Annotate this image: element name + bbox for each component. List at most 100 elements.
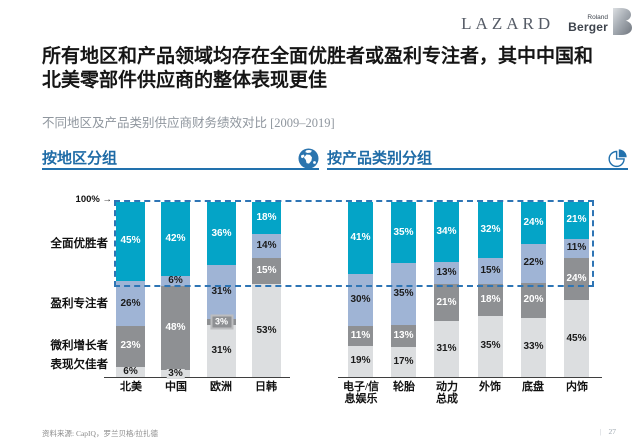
bar-segment: 48% <box>161 286 190 370</box>
bar-segment: 22% <box>521 244 546 283</box>
row-label-underperform: 表现欠佳者 <box>50 359 109 371</box>
product-category-labels: 电子/信 息娱乐 轮胎 动力 总成 外饰 底盘 内饰 <box>343 381 590 411</box>
category-label: 北美 <box>120 381 142 393</box>
bar-segment: 11% <box>348 326 373 346</box>
segment-value-label: 17% <box>393 356 414 368</box>
segment-value-label: 3% <box>166 367 185 379</box>
category-label: 外饰 <box>479 381 501 393</box>
product-axis-line <box>338 377 602 378</box>
roland-label: Roland <box>587 13 608 21</box>
stacked-bar: 18% 14% 15% 53% <box>252 202 281 377</box>
axis-100-label: 100% → <box>75 194 113 205</box>
region-axis-line <box>104 377 290 378</box>
title-line-2: 北美零部件供应商的整体表现更佳 <box>42 70 328 91</box>
category-label: 电子/信 息娱乐 <box>342 381 380 405</box>
footer-source: 资料来源: CapIQ，罗兰贝格/拉扎德 <box>42 429 159 438</box>
page-subtitle: 不同地区及产品类别供应商财务绩效对比 [2009–2019] <box>42 116 335 130</box>
segment-value-label: 36% <box>211 227 232 239</box>
roland-berger-wordmark: Roland Berger <box>568 13 608 33</box>
stacked-bar: 21% 11% 24% 45% <box>564 202 589 377</box>
page-title: 所有地区和产品领域均存在全面优胜者或盈利专注者，其中中国和 北美零部件供应商的整… <box>42 45 622 93</box>
pie-chart-icon <box>607 148 628 169</box>
segment-value-label: 32% <box>480 224 501 235</box>
stacked-bar: 41% 30% 11% 19% <box>348 202 373 377</box>
row-label-winner: 全面优胜者 <box>50 238 109 250</box>
bar-segment: 11% <box>564 238 589 259</box>
segment-value-label: 3% <box>209 314 234 330</box>
page-number-value: 27 <box>608 427 617 436</box>
bar-segment: 3% <box>207 314 236 330</box>
segment-value-label: 26% <box>120 297 141 309</box>
bar-segment: 20% <box>521 282 546 318</box>
category-label: 底盘 <box>522 381 544 393</box>
segment-value-label: 6% <box>123 365 138 377</box>
segment-value-label: 35% <box>480 340 501 352</box>
bar-segment: 36% <box>207 202 236 265</box>
bar-segment: 24% <box>521 202 546 244</box>
segment-value-label: 41% <box>350 231 371 243</box>
bar-segment: 14% <box>252 233 281 258</box>
segment-value-label: 31% <box>211 344 232 356</box>
bar-segment: 31% <box>207 265 236 320</box>
bar-segment: 42% <box>161 202 190 276</box>
bar-segment: 13% <box>391 324 416 348</box>
segment-value-label: 19% <box>350 355 371 367</box>
stacked-bar: 32% 15% 18% 35% <box>478 202 503 377</box>
segment-value-label: 34% <box>436 225 457 237</box>
region-category-labels: 北美 中国 欧洲 日韩 <box>116 381 282 411</box>
section-label-region: 按地区分组 <box>42 150 118 167</box>
roland-berger-b-icon <box>611 8 632 40</box>
segment-value-label: 45% <box>566 332 587 344</box>
segment-value-label: 48% <box>165 322 186 333</box>
bar-segment: 35% <box>391 263 416 325</box>
bar-segment: 24% <box>564 258 589 301</box>
segment-value-label: 31% <box>211 286 232 298</box>
segment-value-label: 30% <box>350 294 371 306</box>
bar-segment: 53% <box>252 284 281 377</box>
bar-segment: 15% <box>252 258 281 285</box>
bar-segment: 18% <box>252 202 281 234</box>
arrow-right-icon: → <box>102 194 113 205</box>
bar-segment: 21% <box>434 284 459 322</box>
segment-value-label: 11% <box>350 329 371 341</box>
bar-segment: 45% <box>564 300 589 377</box>
bar-segment: 32% <box>478 202 503 258</box>
segment-value-label: 11% <box>566 242 587 254</box>
bar-segment: 31% <box>434 321 459 377</box>
segment-value-label: 24% <box>566 273 587 285</box>
stacked-bar: 34% 13% 21% 31% <box>434 202 459 377</box>
row-label-profit: 盈利专注者 <box>50 298 109 310</box>
region-chart: 45% 26% 23% 6% 42% 6% 48% 3% 36% 31% 3% 31% 18% 14% 15… <box>116 202 282 379</box>
bar-segment: 6% <box>116 365 145 377</box>
stacked-bar: 36% 31% 3% 31% <box>207 202 236 377</box>
category-label: 中国 <box>165 381 187 393</box>
bar-segment: 13% <box>434 261 459 285</box>
bar-segment: 33% <box>521 317 546 377</box>
logo-row: LAZARD Roland Berger <box>461 8 632 40</box>
lazard-logo: LAZARD <box>461 14 555 33</box>
segment-value-label: 18% <box>480 294 501 306</box>
segment-value-label: 24% <box>523 217 544 228</box>
segment-value-label: 15% <box>256 265 277 277</box>
segment-value-label: 14% <box>256 239 277 251</box>
category-label: 日韩 <box>255 381 277 393</box>
bar-segment: 45% <box>116 202 145 281</box>
bar-segment: 34% <box>434 202 459 262</box>
segment-value-label: 23% <box>120 340 141 352</box>
segment-value-label: 6% <box>168 274 183 286</box>
bar-segment: 35% <box>478 315 503 377</box>
segment-value-label: 22% <box>523 257 544 269</box>
segment-value-label: 35% <box>393 287 414 299</box>
bar-segment: 41% <box>348 202 373 274</box>
bar-segment: 3% <box>161 367 190 379</box>
segment-value-label: 35% <box>393 226 414 238</box>
segment-value-label: 15% <box>480 265 501 277</box>
bar-segment: 31% <box>207 324 236 377</box>
page-number: | 27 <box>600 427 616 436</box>
bar-segment: 26% <box>116 280 145 327</box>
bar-segment: 18% <box>478 284 503 316</box>
segment-value-label: 13% <box>393 329 414 341</box>
segment-value-label: 53% <box>256 324 277 336</box>
title-line-1: 所有地区和产品领域均存在全面优胜者或盈利专注者，其中中国和 <box>42 46 594 67</box>
segment-value-label: 45% <box>120 235 141 247</box>
